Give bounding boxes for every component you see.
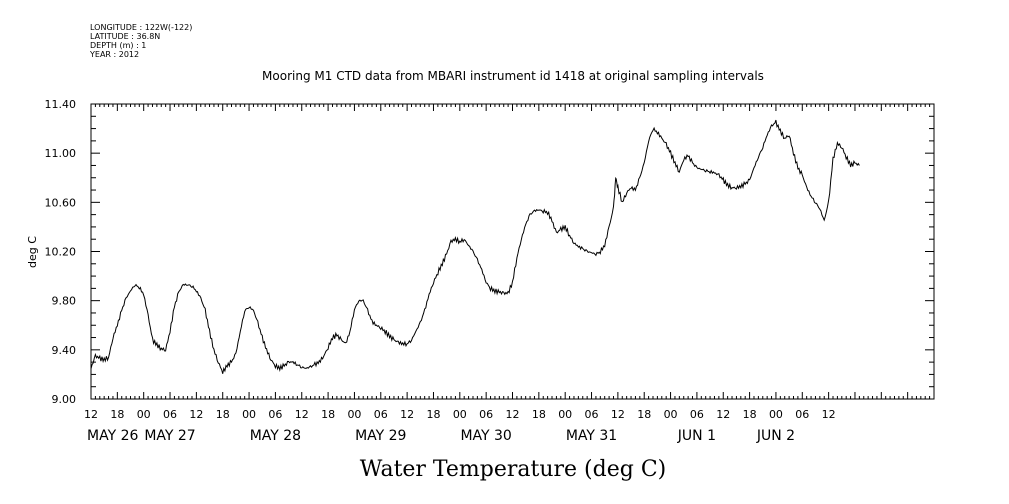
x-tick-label: 06 <box>479 408 493 421</box>
x-axis: 12 18 00 06 12 18 00 06 12 18 00 06 12 18 00 06 12 18 00 06… <box>84 104 935 444</box>
y-tick-label: 9.00 <box>52 393 77 406</box>
x-tick-label: 00 <box>453 408 467 421</box>
header-line-longitude: LONGITUDE : 122W(-122) <box>90 23 192 32</box>
y-tick-label: 11.00 <box>45 147 77 160</box>
y-tick-label: 11.40 <box>45 98 77 111</box>
x-date-label: MAY 27 <box>144 428 195 444</box>
x-tick-label: 00 <box>347 408 361 421</box>
x-tick-label: 06 <box>795 408 809 421</box>
data-series <box>90 119 860 374</box>
y-tick-label: 9.80 <box>52 295 77 308</box>
series-line <box>90 119 860 374</box>
x-tick-label: 06 <box>585 408 599 421</box>
y-tick-label: 10.20 <box>45 246 77 259</box>
chart-title: Mooring M1 CTD data from MBARI instrumen… <box>262 69 764 83</box>
header-line-latitude: LATITUDE : 36.8N <box>90 32 160 41</box>
x-date-label: JUN 1 <box>677 428 716 444</box>
x-tick-label: 00 <box>664 408 678 421</box>
x-tick-label: 12 <box>189 408 203 421</box>
x-tick-label: 12 <box>295 408 309 421</box>
x-date-label: MAY 26 <box>87 428 138 444</box>
x-tick-label: 06 <box>374 408 388 421</box>
x-tick-label: 00 <box>769 408 783 421</box>
y-axis-label: deg C <box>26 236 39 268</box>
x-tick-label: 12 <box>822 408 836 421</box>
x-axis-label: Water Temperature (deg C) <box>360 457 667 482</box>
x-tick-label: 12 <box>506 408 520 421</box>
x-tick-label: 18 <box>743 408 757 421</box>
header-info: LONGITUDE : 122W(-122) LATITUDE : 36.8N … <box>89 23 192 59</box>
x-date-label: MAY 29 <box>355 428 406 444</box>
x-tick-label: 06 <box>690 408 704 421</box>
y-tick-label: 10.60 <box>45 196 77 209</box>
x-date-label: MAY 30 <box>460 428 511 444</box>
header-line-year: YEAR : 2012 <box>89 50 139 59</box>
y-tick-label: 9.40 <box>52 344 77 357</box>
x-tick-label: 12 <box>716 408 730 421</box>
x-tick-label: 12 <box>400 408 414 421</box>
x-date-label: MAY 28 <box>250 428 301 444</box>
x-tick-label: 18 <box>637 408 651 421</box>
y-axis: 9.00 9.40 9.80 10.20 10.60 11.00 11.40 <box>45 98 934 406</box>
x-tick-label: 18 <box>216 408 230 421</box>
x-tick-label: 12 <box>611 408 625 421</box>
x-tick-label: 00 <box>558 408 572 421</box>
x-date-label: MAY 31 <box>566 428 617 444</box>
x-tick-label: 06 <box>163 408 177 421</box>
x-tick-label: 18 <box>110 408 124 421</box>
x-tick-label: 00 <box>137 408 151 421</box>
x-tick-label: 12 <box>84 408 98 421</box>
x-tick-label: 18 <box>321 408 335 421</box>
x-tick-label: 18 <box>426 408 440 421</box>
x-date-label: JUN 2 <box>756 428 795 444</box>
x-tick-label: 18 <box>532 408 546 421</box>
header-line-depth: DEPTH (m) : 1 <box>90 41 146 50</box>
x-tick-label: 00 <box>242 408 256 421</box>
plot-frame <box>90 103 935 400</box>
x-tick-label: 06 <box>268 408 282 421</box>
